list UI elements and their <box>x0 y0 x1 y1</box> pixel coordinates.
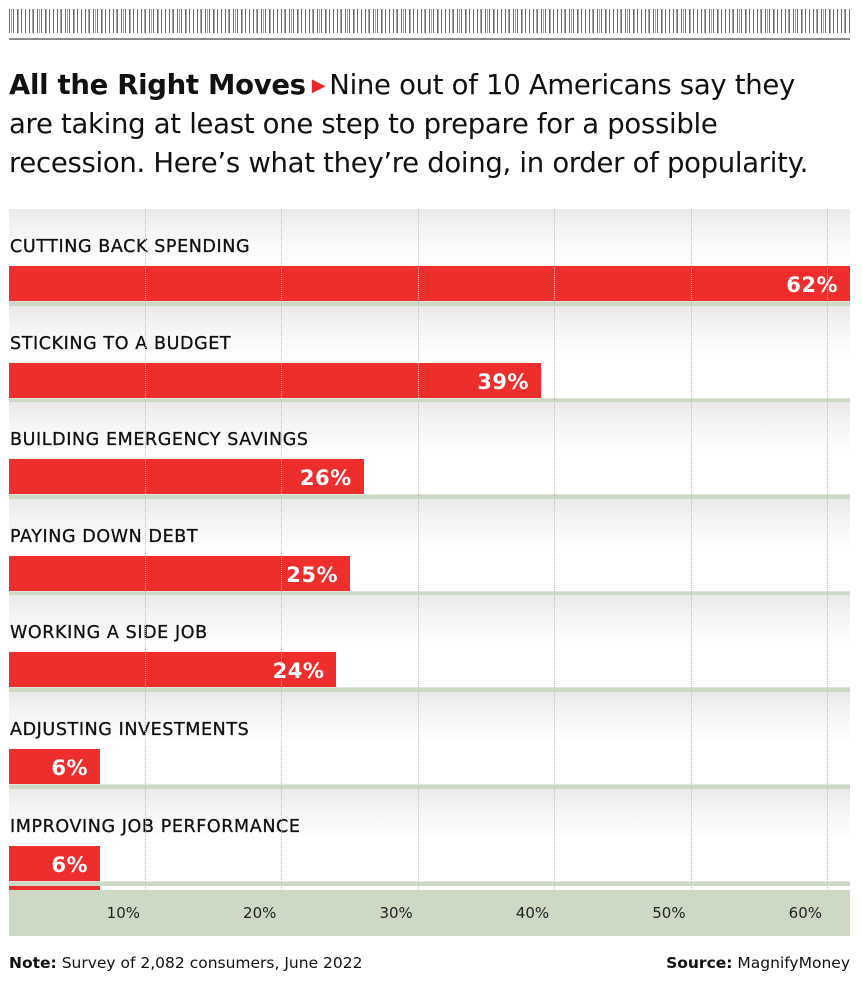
value-label: 6% <box>51 756 88 780</box>
gridline <box>827 209 828 890</box>
chart-panel: CUTTING BACK SPENDING 62% STICKING TO A BU… <box>9 209 850 936</box>
value-label: 39% <box>477 369 529 394</box>
source: Source: MagnifyMoney <box>666 954 850 972</box>
gridline <box>145 209 146 890</box>
chart-title: All the Right Moves <box>9 69 306 101</box>
category-label: WORKING A SIDE JOB <box>10 623 208 644</box>
row-separator <box>9 880 850 886</box>
value-label: 24% <box>272 659 325 684</box>
bar-row: PAYING DOWN DEBT 25% <box>9 498 850 601</box>
x-tick-label: 30% <box>379 904 413 922</box>
category-label: IMPROVING JOB PERFORMANCE <box>10 816 301 837</box>
right-triangle-icon: ▶ <box>311 75 326 96</box>
source-label: Source: <box>666 954 733 972</box>
bar-row: STICKING TO A BUDGET 39% <box>9 305 850 408</box>
note-text: Survey of 2,082 consumers, June 2022 <box>61 954 363 972</box>
gridline <box>417 209 419 890</box>
value-label: 26% <box>299 466 352 491</box>
note: Note: Survey of 2,082 consumers, June 20… <box>9 954 363 972</box>
x-tick-label: 50% <box>652 904 686 922</box>
gridline <box>690 209 692 890</box>
gridline <box>281 209 283 890</box>
row-separator <box>9 590 850 596</box>
x-tick-label: 10% <box>106 904 140 922</box>
source-text: MagnifyMoney <box>737 954 850 972</box>
bar-row: WORKING A SIDE JOB 24% <box>9 595 850 698</box>
row-separator <box>9 494 850 500</box>
gridline <box>554 209 556 890</box>
row-separator <box>9 687 850 693</box>
bar-row: BUILDING EMERGENCY SAVINGS 26% <box>9 402 850 505</box>
bar-row: CUTTING BACK SPENDING 62% <box>9 209 850 311</box>
bar-row: IMPROVING JOB PERFORMANCE 6% <box>9 788 850 891</box>
category-label: ADJUSTING INVESTMENTS <box>10 720 250 740</box>
x-axis: 10% 20% 30% 40% 50% 60% <box>9 890 850 936</box>
category-label: PAYING DOWN DEBT <box>10 526 199 547</box>
note-label: Note: <box>9 954 57 972</box>
header-rule <box>9 38 850 40</box>
x-tick-label: 20% <box>243 904 277 922</box>
category-label: STICKING TO A BUDGET <box>10 333 232 354</box>
x-tick-label: 40% <box>515 904 550 922</box>
value-label: 25% <box>286 562 338 587</box>
bar-row: ADJUSTING INVESTMENTS 6% <box>9 692 850 794</box>
category-label: BUILDING EMERGENCY SAVINGS <box>10 430 309 451</box>
row-separator <box>9 784 850 789</box>
x-tick-label: 60% <box>788 904 822 922</box>
chart-dek: Nine out of 10 Americans say they are ta… <box>9 69 809 179</box>
row-separator <box>9 397 850 403</box>
row-separator <box>9 301 850 306</box>
headline: All the Right Moves ▶ Nine out of 10 Ameri… <box>9 66 829 183</box>
value-label: 62% <box>786 273 838 297</box>
value-label: 6% <box>51 852 88 877</box>
decorative-barcode-stripe <box>9 9 850 33</box>
category-label: CUTTING BACK SPENDING <box>10 237 251 257</box>
